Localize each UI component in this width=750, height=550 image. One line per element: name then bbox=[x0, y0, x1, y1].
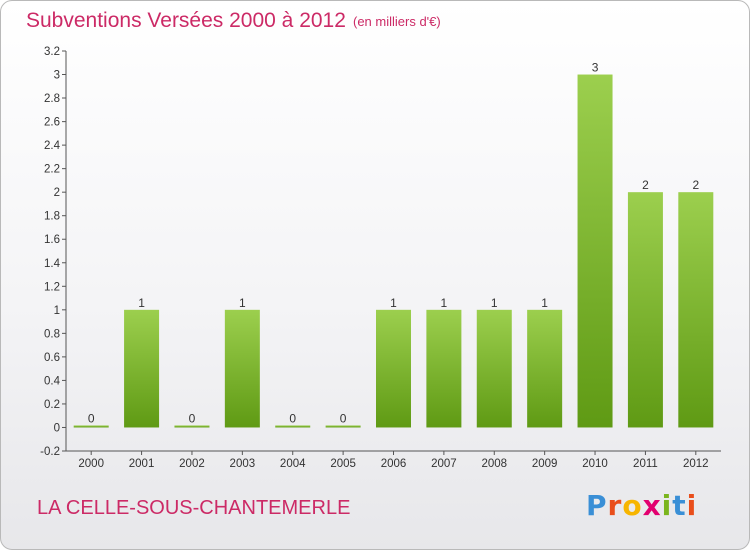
x-tick-label: 2006 bbox=[381, 458, 407, 470]
x-tick-label: 2012 bbox=[683, 458, 709, 470]
bar-value-label: 2 bbox=[692, 178, 699, 192]
x-tick-label: 2004 bbox=[280, 458, 306, 470]
bar-value-label: 2 bbox=[642, 178, 649, 192]
y-tick-label: 2.4 bbox=[44, 140, 61, 152]
bar-value-label: 1 bbox=[491, 296, 498, 310]
logo-letter: x bbox=[642, 489, 662, 522]
y-tick-label: 2.6 bbox=[44, 117, 60, 129]
bar-value-label: 0 bbox=[289, 411, 296, 425]
logo-letter: r bbox=[607, 489, 623, 522]
bar-value-label: 3 bbox=[592, 61, 599, 75]
logo-letter: t bbox=[672, 489, 687, 522]
bar-2001 bbox=[124, 309, 160, 428]
y-tick-label: 0.8 bbox=[44, 328, 60, 340]
bar-value-label: 1 bbox=[239, 296, 246, 310]
x-tick-label: 2001 bbox=[129, 458, 155, 470]
x-tick-label: 2008 bbox=[481, 458, 507, 470]
y-tick-label: 0.6 bbox=[44, 352, 60, 364]
y-tick-label: 1.4 bbox=[44, 258, 61, 270]
y-tick-label: 3.2 bbox=[44, 46, 60, 58]
x-tick-label: 2011 bbox=[633, 458, 658, 470]
x-tick-label: 2009 bbox=[532, 458, 558, 470]
y-tick-label: 0.2 bbox=[44, 399, 60, 411]
commune-name: LA CELLE-SOUS-CHANTEMERLE bbox=[37, 497, 351, 519]
axes-group: -0.2 0 0.2 0.4 0.6 0.8 1 1.2 1.4 1.6 1.8 2 2.2 2.4 2.6… bbox=[40, 46, 721, 470]
bar-value-label: 0 bbox=[189, 411, 196, 425]
bar-2004 bbox=[275, 425, 311, 428]
logo-letter: P bbox=[586, 489, 608, 522]
y-tick-label: 2 bbox=[54, 187, 60, 199]
bar-value-label: 1 bbox=[390, 296, 397, 310]
x-tick-label: 2010 bbox=[582, 458, 608, 470]
bar-2008 bbox=[476, 309, 512, 428]
y-tick-label: -0.2 bbox=[40, 446, 60, 458]
bar-value-label: 1 bbox=[441, 296, 448, 310]
bar-2009 bbox=[527, 309, 563, 428]
bar-value-label: 1 bbox=[541, 296, 548, 310]
y-tick-label: 3 bbox=[54, 70, 60, 82]
bar-value-label: 0 bbox=[88, 411, 95, 425]
bar-2005 bbox=[325, 425, 361, 428]
chart-title: Subventions Versées 2000 à 2012 bbox=[26, 9, 346, 32]
y-tick-label: 1 bbox=[54, 305, 60, 317]
bar-2003 bbox=[224, 309, 260, 428]
y-tick-label: 2.8 bbox=[44, 93, 60, 105]
x-tick-label: 2007 bbox=[431, 458, 457, 470]
y-tick-label: 1.8 bbox=[44, 211, 60, 223]
y-tick-label: 1.6 bbox=[44, 234, 60, 246]
y-tick-label: 0 bbox=[54, 422, 60, 434]
chart-subtitle: (en milliers d'€) bbox=[353, 14, 441, 29]
x-tick-label: 2002 bbox=[179, 458, 205, 470]
y-tick-label: 0.4 bbox=[44, 375, 61, 387]
x-tick-label: 2003 bbox=[230, 458, 256, 470]
bar-value-label: 1 bbox=[138, 296, 145, 310]
bar-2007 bbox=[426, 309, 462, 428]
bar-2000 bbox=[73, 425, 109, 428]
x-tick-label: 2005 bbox=[330, 458, 356, 470]
bar-2012 bbox=[678, 192, 714, 428]
x-tick-label: 2000 bbox=[78, 458, 104, 470]
logo-letter: i bbox=[686, 489, 698, 522]
bar-2002 bbox=[174, 425, 210, 428]
bar-2011 bbox=[627, 192, 663, 428]
bar-2010 bbox=[577, 74, 613, 428]
bar-2006 bbox=[376, 309, 411, 428]
y-tick-label: 1.2 bbox=[44, 281, 60, 293]
logo-letter: i bbox=[661, 489, 673, 522]
proxiti-logo: Proxiti bbox=[586, 489, 697, 522]
bars-group: 0 1 0 1 0 0 1 1 1 1 3 2 2 bbox=[73, 61, 714, 428]
y-tick-label: 2.2 bbox=[44, 164, 60, 176]
bar-value-label: 0 bbox=[340, 411, 347, 425]
logo-letter: o bbox=[622, 489, 643, 522]
